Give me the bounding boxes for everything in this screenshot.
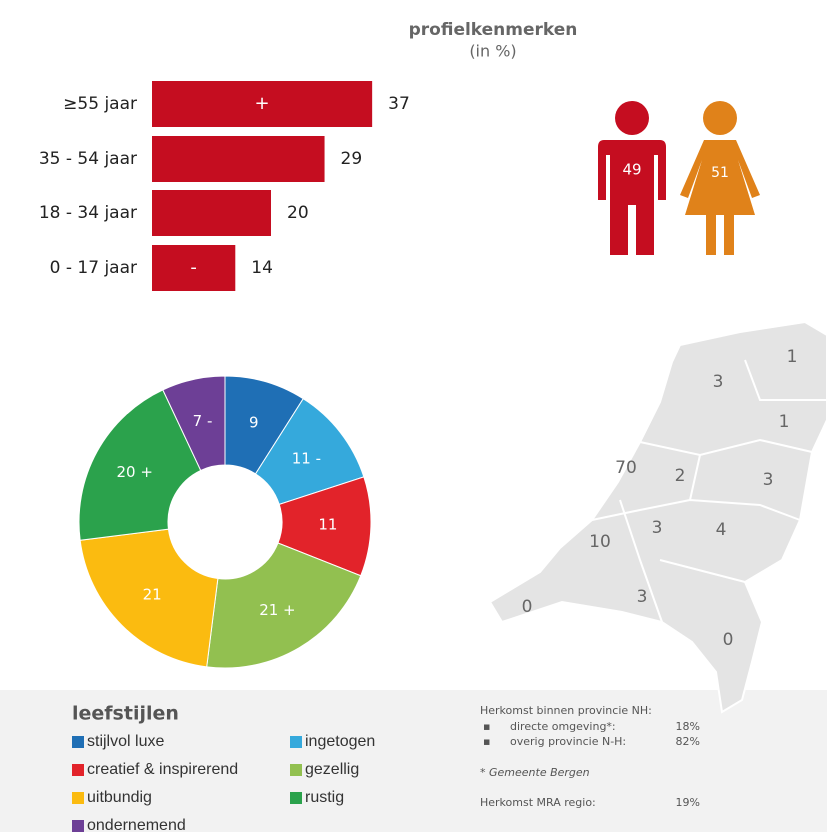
note-label: directe omgeving*:: [510, 720, 616, 733]
category-label: ≥55 jaar: [63, 94, 137, 114]
region-value: 0: [522, 597, 533, 617]
map-shape: [488, 320, 827, 714]
region-value: 0: [723, 630, 734, 650]
value-label: 20: [287, 203, 309, 223]
bar: [152, 136, 325, 182]
slice-label: 21: [143, 585, 162, 603]
legend-swatch: [290, 792, 302, 804]
legend-title: leefstijlen: [72, 703, 179, 725]
region-value: 1: [787, 347, 798, 367]
legend-label: rustig: [305, 789, 344, 806]
legend-label: creatief & inspirerend: [87, 761, 238, 778]
footnote: * Gemeente Bergen: [480, 766, 590, 779]
male-value: 49: [622, 161, 641, 179]
region-value: 4: [716, 520, 727, 540]
female-icon: 51: [680, 101, 760, 255]
legend-swatch: [72, 736, 84, 748]
body: [598, 140, 666, 255]
category-label: 35 - 54 jaar: [39, 149, 137, 169]
legend-swatch: [72, 792, 84, 804]
bullet: ▪: [483, 735, 490, 748]
note-value: 82%: [676, 735, 700, 748]
region-value: 10: [589, 532, 611, 552]
value-label: 14: [251, 258, 273, 278]
donut-slice: [206, 542, 362, 669]
bar: [152, 190, 271, 236]
page-title: profielkenmerken: [409, 20, 578, 40]
slice-label: 9: [249, 414, 259, 432]
legend-label: uitbundig: [87, 789, 152, 806]
category-label: 0 - 17 jaar: [50, 258, 137, 278]
slice-label: 21 +: [259, 601, 295, 619]
region-value: 70: [615, 458, 637, 478]
body: [680, 140, 760, 255]
value-label: 37: [388, 94, 410, 114]
value-label: 29: [341, 149, 363, 169]
region-value: 3: [713, 372, 724, 392]
donut-slice: [79, 528, 219, 668]
region-value: 1: [779, 412, 790, 432]
region-value: 2: [675, 466, 686, 486]
head: [703, 101, 737, 135]
mra-value: 19%: [676, 796, 700, 809]
donut-slice: [162, 375, 226, 472]
donut-slice: [78, 389, 202, 541]
bottom-panel: [0, 690, 827, 832]
mra-label: Herkomst MRA regio:: [480, 796, 596, 809]
page-subtitle: (in %): [469, 42, 516, 61]
bullet: ▪: [483, 720, 490, 733]
slice-label: 11: [318, 516, 337, 534]
note-label: overig provincie N-H:: [510, 735, 626, 748]
legend-label: ondernemend: [87, 817, 186, 832]
head: [615, 101, 649, 135]
region-value: 3: [637, 587, 648, 607]
legend-swatch: [72, 820, 84, 832]
female-value: 51: [711, 165, 729, 181]
bar-marker: +: [255, 93, 270, 114]
notes-title: Herkomst binnen provincie NH:: [480, 704, 652, 717]
bar-marker: -: [190, 257, 197, 278]
region-value: 3: [652, 518, 663, 538]
slice-label: 11 -: [292, 449, 321, 467]
bar: [152, 245, 236, 291]
slice-label: 20 +: [117, 463, 153, 481]
note-value: 18%: [676, 720, 700, 733]
legend-swatch: [290, 736, 302, 748]
slice-label: 7 -: [193, 412, 213, 430]
region-value: 3: [763, 470, 774, 490]
legend-label: gezellig: [305, 761, 359, 778]
male-icon: 49: [598, 101, 666, 255]
legend-label: ingetogen: [305, 733, 375, 750]
legend-swatch: [290, 764, 302, 776]
category-label: 18 - 34 jaar: [39, 203, 137, 223]
bar: [152, 81, 373, 127]
legend-swatch: [72, 764, 84, 776]
legend-label: stijlvol luxe: [87, 733, 164, 750]
